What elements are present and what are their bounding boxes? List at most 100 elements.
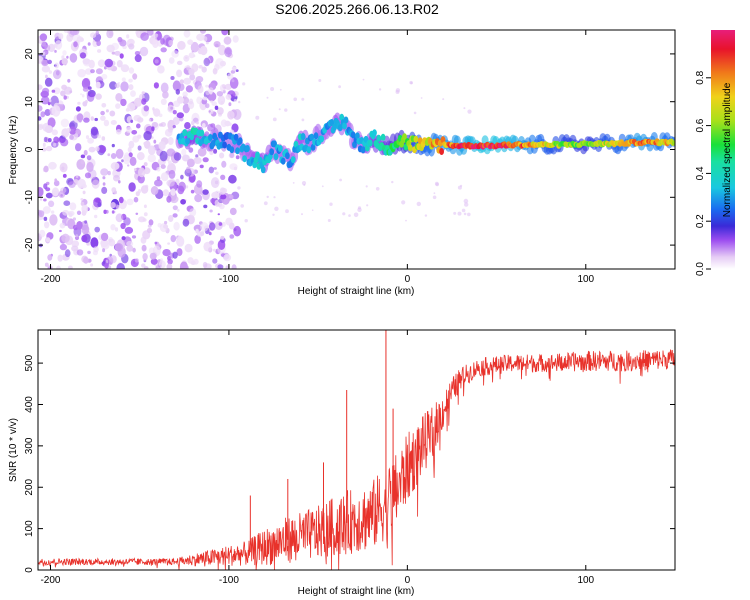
noise-blob — [43, 198, 47, 202]
noise-blob — [168, 160, 172, 165]
noise-dot — [244, 219, 248, 223]
noise-blob — [54, 49, 57, 53]
noise-blob — [85, 135, 90, 140]
noise-blob — [200, 30, 206, 34]
noise-blob — [182, 218, 190, 227]
ridge-core — [185, 137, 190, 145]
noise-blob — [168, 215, 174, 222]
noise-blob — [41, 59, 49, 67]
noise-blob — [177, 185, 185, 195]
noise-blob — [133, 196, 139, 203]
noise-blob — [80, 154, 86, 159]
noise-blob — [115, 93, 123, 102]
ridge-core — [260, 166, 266, 174]
noise-blob — [104, 262, 109, 269]
noise-blob — [91, 179, 100, 189]
noise-blob — [194, 234, 201, 244]
noise-blob — [208, 110, 211, 113]
noise-blob — [100, 232, 109, 242]
noise-blob — [105, 209, 109, 214]
noise-blob — [139, 46, 149, 57]
noise-dot — [420, 97, 423, 99]
noise-dot — [405, 219, 407, 222]
noise-blob — [176, 69, 183, 78]
noise-blob — [96, 40, 101, 47]
noise-dot — [285, 209, 289, 214]
noise-blob — [220, 194, 227, 200]
noise-blob — [143, 141, 147, 146]
noise-blob — [111, 51, 116, 55]
snr-ytick-label: 0 — [24, 567, 35, 573]
noise-blob — [74, 235, 80, 241]
noise-blob — [90, 126, 98, 136]
spectrogram-ytick-label: -20 — [24, 237, 35, 252]
noise-blob — [76, 221, 83, 230]
noise-blob — [95, 81, 101, 89]
noise-blob — [172, 251, 178, 259]
noise-blob — [94, 117, 98, 122]
noise-blob — [131, 130, 138, 135]
noise-blob — [134, 168, 137, 171]
noise-blob — [190, 189, 195, 194]
noise-blob — [87, 250, 91, 255]
noise-blob — [100, 168, 109, 176]
noise-blob — [180, 199, 187, 205]
ridge-core — [413, 135, 419, 143]
noise-blob — [68, 210, 75, 217]
noise-blob — [132, 73, 138, 80]
noise-blob — [90, 69, 95, 74]
noise-blob — [182, 154, 190, 162]
noise-blob — [121, 236, 126, 241]
noise-blob — [101, 186, 108, 194]
noise-dot — [321, 185, 324, 188]
noise-blob — [45, 145, 53, 152]
noise-blob — [181, 148, 187, 156]
ridge-core — [671, 140, 675, 146]
noise-blob — [153, 108, 161, 117]
noise-blob — [69, 126, 77, 135]
noise-blob — [44, 77, 53, 87]
noise-blob — [219, 152, 225, 159]
noise-blob — [102, 176, 106, 180]
noise-blob — [201, 66, 207, 73]
noise-blob — [101, 73, 108, 80]
noise-blob — [158, 141, 166, 151]
noise-blob — [115, 129, 122, 135]
noise-blob — [168, 169, 176, 179]
noise-blob — [111, 210, 115, 214]
noise-blob — [75, 143, 82, 152]
noise-blob — [218, 222, 223, 226]
noise-blob — [58, 190, 66, 198]
noise-blob — [160, 172, 169, 182]
noise-blob — [195, 228, 199, 234]
ridge-core — [380, 133, 386, 141]
snr-xtick-label: 0 — [405, 575, 411, 586]
noise-blob — [59, 162, 68, 173]
noise-blob — [159, 150, 168, 162]
noise-blob — [168, 57, 175, 64]
noise-blob — [80, 159, 85, 165]
spectrogram-marks — [38, 30, 675, 269]
noise-blob — [101, 103, 107, 108]
noise-blob — [229, 194, 234, 199]
noise-blob — [120, 81, 129, 92]
noise-dot — [266, 96, 269, 99]
noise-dot — [433, 192, 436, 195]
noise-blob — [173, 221, 180, 231]
noise-blob — [42, 206, 51, 214]
colorbar-gradient — [711, 30, 735, 269]
noise-blob — [219, 84, 226, 92]
noise-blob — [136, 123, 141, 129]
noise-blob — [44, 125, 54, 134]
noise-blob — [83, 149, 88, 156]
noise-blob — [135, 191, 140, 197]
noise-blob — [225, 94, 232, 100]
noise-blob — [202, 96, 208, 101]
noise-blob — [43, 136, 48, 143]
noise-blob — [69, 30, 78, 36]
noise-blob — [141, 263, 146, 268]
ridge-core — [208, 134, 213, 141]
snr-ylabel: SNR (10 * v/v) — [8, 418, 19, 482]
noise-blob — [197, 85, 204, 94]
ridge-core — [337, 124, 343, 132]
